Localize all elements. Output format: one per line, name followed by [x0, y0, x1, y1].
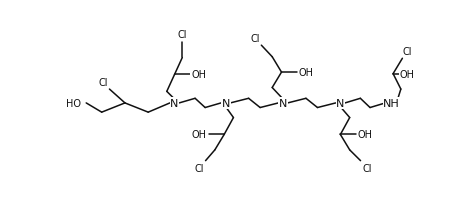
Text: OH: OH — [192, 130, 207, 140]
Text: N: N — [222, 98, 230, 108]
Text: OH: OH — [191, 70, 206, 80]
Text: Cl: Cl — [362, 164, 371, 174]
Text: N: N — [279, 98, 287, 108]
Text: Cl: Cl — [402, 47, 412, 57]
Text: Cl: Cl — [178, 30, 187, 40]
Text: N: N — [170, 98, 179, 108]
Text: Cl: Cl — [195, 164, 204, 174]
Text: OH: OH — [358, 130, 373, 140]
Text: OH: OH — [400, 69, 415, 79]
Text: NH: NH — [383, 98, 400, 108]
Text: Cl: Cl — [251, 34, 260, 44]
Text: HO: HO — [66, 98, 81, 108]
Text: OH: OH — [299, 68, 314, 78]
Text: Cl: Cl — [99, 78, 108, 88]
Text: N: N — [336, 98, 345, 108]
